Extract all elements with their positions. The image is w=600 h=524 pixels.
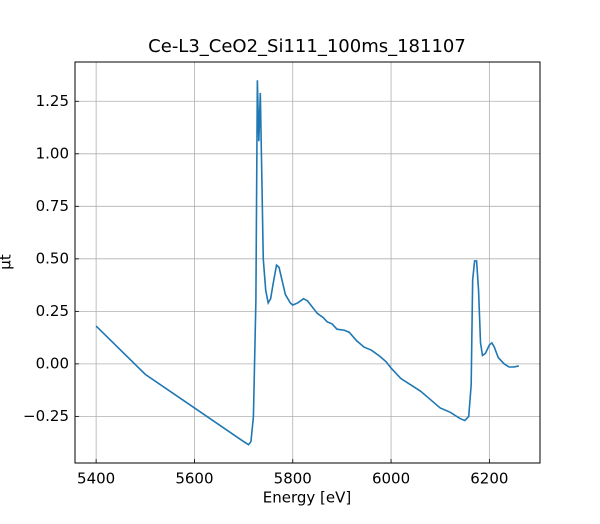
y-tick-label: 0.25	[36, 302, 69, 320]
y-axis-label: μt	[0, 254, 15, 270]
y-tick-label: 1.25	[36, 92, 69, 110]
x-tick-label: 5600	[175, 470, 213, 488]
y-tick-label: 0.50	[36, 249, 69, 267]
y-tick-label: 0.75	[36, 197, 69, 215]
x-tick-label: 5800	[274, 470, 312, 488]
y-tick-label: −0.25	[23, 407, 69, 425]
y-tick-label: 1.00	[36, 144, 69, 162]
x-tick-label: 6200	[470, 470, 508, 488]
x-tick-label: 6000	[372, 470, 410, 488]
plot-frame	[74, 61, 541, 464]
chart-title: Ce-L3_CeO2_Si111_100ms_181107	[148, 36, 466, 57]
data-line	[95, 80, 520, 446]
x-tick-label: 5400	[77, 470, 115, 488]
y-tick-label: 0.00	[36, 354, 69, 372]
x-axis-label: Energy [eV]	[263, 489, 351, 507]
